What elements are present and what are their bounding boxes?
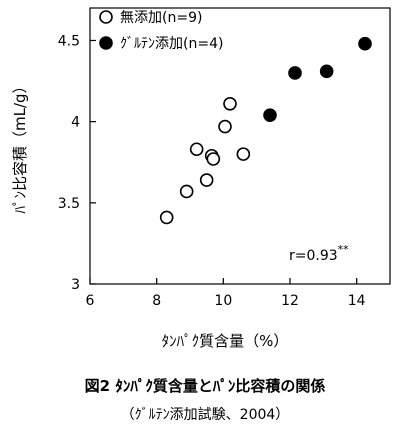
data-point-gluten	[263, 108, 277, 122]
legend-label: 無添加(n=9)	[120, 10, 202, 26]
data-point-control	[223, 96, 237, 111]
y-tick-label: 3	[71, 277, 80, 293]
legend-marker	[99, 10, 113, 24]
x-tick-label: 8	[152, 293, 161, 309]
annotation-correlation-text: r=0.93	[289, 248, 338, 264]
legend-label: ｸﾞﾙﾃﾝ添加(n=4)	[120, 36, 223, 52]
figure-subtitle: （ｸﾞﾙﾃﾝ添加試験、2004）	[121, 407, 290, 423]
x-tick-label: 10	[214, 293, 232, 309]
data-point-control	[179, 184, 194, 199]
annotation-correlation-significance: **	[338, 243, 350, 256]
data-point-control	[199, 173, 214, 187]
y-tick-label: 3.5	[58, 196, 80, 212]
data-point-gluten	[319, 64, 334, 79]
y-axis-label: ﾊﾟﾝ比容積（mL/g）	[11, 78, 29, 213]
legend-marker	[99, 36, 113, 50]
data-point-gluten	[288, 66, 302, 80]
marks-layer	[159, 36, 372, 225]
plot-frame	[89, 7, 391, 285]
data-point-control	[218, 119, 232, 134]
x-tick-label: 14	[348, 293, 366, 309]
data-point-control	[189, 142, 204, 157]
data-point-control	[236, 147, 251, 161]
data-point-control	[206, 152, 221, 166]
annotation-correlation: r=0.93**	[289, 243, 349, 264]
figure-title: 図2 ﾀﾝﾊﾟｸ質含量とﾊﾟﾝ比容積の関係	[85, 377, 326, 395]
data-point-control	[159, 210, 174, 225]
x-tick-label: 6	[86, 293, 95, 309]
x-tick-label: 12	[281, 293, 299, 309]
x-axis-label: ﾀﾝﾊﾟｸ質含量（%）	[162, 332, 289, 350]
axis-layer: 6 8 10 12 14 3 3.5 4 4.5	[58, 33, 366, 309]
data-point-gluten	[358, 36, 372, 51]
legend: 無添加(n=9) ｸﾞﾙﾃﾝ添加(n=4)	[99, 10, 223, 52]
y-tick-label: 4.5	[58, 33, 80, 49]
y-tick-label: 4	[71, 115, 80, 131]
